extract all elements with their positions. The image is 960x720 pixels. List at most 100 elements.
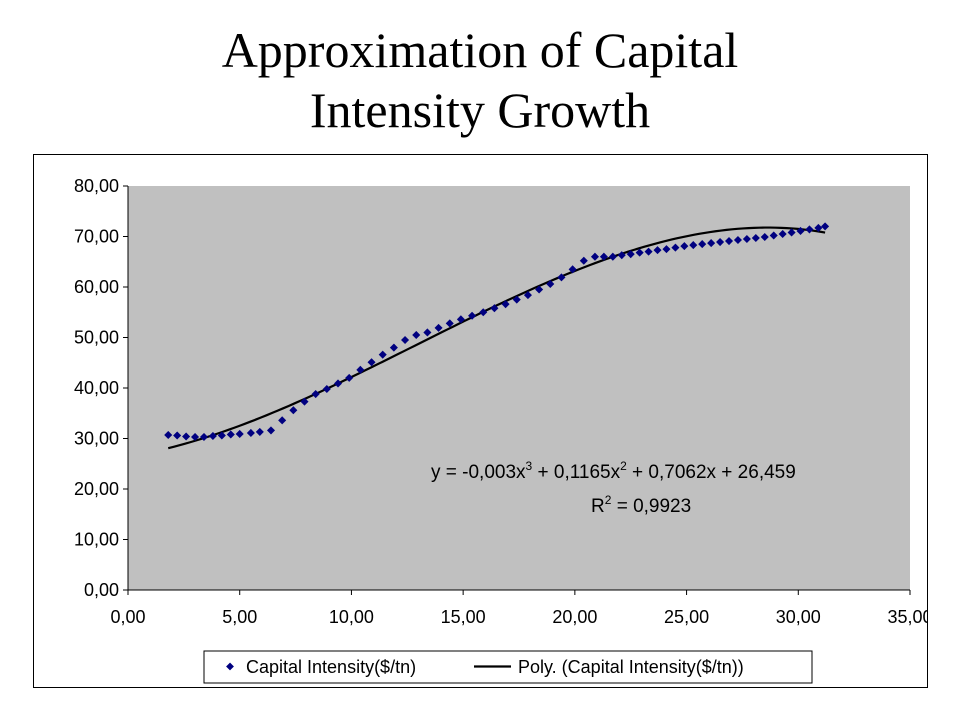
data-point (821, 222, 830, 231)
data-point (535, 285, 544, 294)
data-point (546, 279, 555, 288)
legend: Capital Intensity($/tn) Poly. (Capital I… (203, 650, 813, 684)
slide-title: Approximation of Capital Intensity Growt… (0, 20, 960, 140)
data-point (182, 432, 191, 441)
data-point (266, 426, 276, 435)
x-tick-label: 0,00 (110, 607, 145, 627)
data-point (208, 431, 217, 440)
data-point (434, 323, 443, 332)
data-point (356, 365, 365, 374)
data-point (590, 252, 599, 261)
y-tick-label: 30,00 (74, 429, 119, 449)
data-point (626, 250, 635, 259)
x-tick-label: 30,00 (776, 607, 821, 627)
data-point (568, 265, 577, 274)
data-point (389, 343, 398, 352)
x-tick-label: 15,00 (441, 607, 486, 627)
data-point (289, 406, 298, 415)
y-tick-label: 40,00 (74, 378, 119, 398)
data-point (412, 330, 421, 339)
data-point (367, 358, 376, 367)
data-point (246, 428, 255, 437)
svg-text:y = -0,003x3 + 0,1165x2 + 0,70: y = -0,003x3 + 0,1165x2 + 0,7062x + 26,4… (431, 459, 796, 483)
data-point (608, 252, 617, 261)
data-point (173, 431, 182, 440)
y-tick-label: 60,00 (74, 277, 119, 297)
data-point (199, 432, 208, 442)
data-point (557, 273, 566, 282)
title-line-1: Approximation of Capital (221, 22, 739, 78)
y-tick-label: 10,00 (74, 530, 119, 550)
data-point (733, 236, 742, 245)
y-tick-label: 50,00 (74, 328, 119, 348)
data-point (523, 291, 532, 300)
legend-marker-diamond (226, 662, 234, 671)
data-point (707, 239, 716, 248)
plot-area (128, 186, 910, 590)
data-point (617, 251, 626, 260)
data-point (644, 247, 653, 256)
data-point (579, 256, 588, 265)
x-tick-label: 25,00 (664, 607, 709, 627)
data-point (300, 397, 309, 406)
data-point (217, 431, 226, 440)
x-axis: 0,00 5,00 10,00 15,00 20,00 25,00 30,00 35,00 (110, 589, 933, 627)
data-point (278, 416, 287, 425)
data-point (751, 233, 760, 243)
data-point (769, 231, 778, 240)
data-point (724, 237, 734, 246)
data-point (345, 373, 354, 382)
y-tick-label: 0,00 (84, 580, 119, 600)
data-point (680, 242, 689, 251)
x-tick-label: 5,00 (222, 607, 257, 627)
data-point (814, 223, 823, 232)
data-point (255, 427, 264, 436)
data-point (235, 429, 244, 438)
data-point (401, 336, 410, 345)
data-point (635, 248, 644, 257)
y-tick-label: 80,00 (74, 176, 119, 196)
data-point (333, 379, 343, 388)
data-point (322, 384, 331, 394)
data-point (479, 308, 488, 317)
data-point (456, 315, 465, 324)
chart-frame: 0,00 10,00 20,00 30,00 40,00 50,00 60,00 70,00 8… (33, 154, 933, 688)
trendline-chart: 0,00 10,00 20,00 30,00 40,00 50,00 60,00 70,00 8… (74, 176, 933, 684)
data-point (164, 430, 173, 439)
title-line-2: Intensity Growth (309, 82, 651, 138)
data-point (689, 241, 698, 250)
data-points (164, 222, 830, 442)
y-tick-label: 20,00 (74, 479, 119, 499)
data-point (760, 232, 769, 242)
legend-box (203, 650, 813, 684)
data-point (662, 245, 671, 254)
data-point (698, 240, 707, 249)
legend-label-capital-intensity: Capital Intensity($/tn) (246, 657, 416, 677)
data-point (191, 432, 200, 442)
data-point (490, 304, 499, 313)
x-tick-label: 20,00 (552, 607, 597, 627)
svg-text:R2 = 0,9923: R2 = 0,9923 (591, 493, 691, 517)
data-point (445, 319, 454, 328)
polynomial-trendline (167, 226, 826, 450)
data-point (512, 295, 521, 304)
data-point (468, 311, 477, 320)
y-axis: 0,00 10,00 20,00 30,00 40,00 50,00 60,00 70,00 8… (74, 176, 129, 600)
data-point (653, 246, 662, 255)
data-point (671, 243, 680, 252)
data-point (778, 229, 787, 238)
x-tick-label: 10,00 (329, 607, 374, 627)
legend-label-polynomial: Poly. (Capital Intensity($/tn)) (518, 657, 744, 677)
data-point (378, 350, 387, 359)
data-point (796, 226, 805, 235)
y-tick-label: 70,00 (74, 227, 119, 247)
data-point (423, 328, 432, 337)
x-tick-label: 35,00 (887, 607, 927, 627)
data-point (226, 430, 235, 439)
data-point (716, 238, 725, 247)
data-point (805, 225, 814, 234)
data-point (742, 235, 751, 244)
trendline-equation: y = -0,003x3 + 0,1165x2 + 0,7062x + 26,4… (431, 459, 796, 517)
data-point (501, 300, 510, 309)
data-point (599, 252, 608, 261)
